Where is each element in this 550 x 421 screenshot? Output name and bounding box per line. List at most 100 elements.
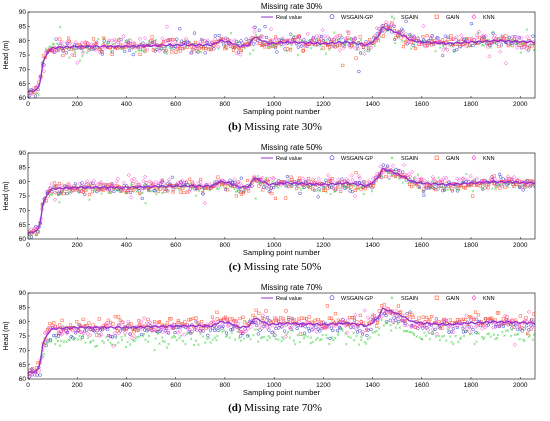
point-knn (415, 36, 421, 41)
legend-label: GAIN (446, 296, 459, 302)
series-real-value-line (28, 307, 535, 374)
point-knn (343, 36, 348, 41)
point-gain (151, 48, 155, 52)
point-knn (375, 171, 380, 176)
point-knn (147, 179, 153, 184)
point-gain (526, 331, 530, 335)
point-gain (271, 319, 275, 323)
point-sgain: × (213, 336, 216, 342)
point-sgain: × (149, 189, 152, 195)
point-gain (204, 186, 208, 190)
point-knn (430, 174, 436, 180)
point-knn (215, 44, 221, 49)
x-tick-label: 1800 (464, 382, 479, 389)
point-sgain: × (116, 188, 119, 194)
point-knn (527, 184, 532, 189)
point-sgain: × (531, 338, 534, 344)
point-gain (518, 314, 522, 318)
point-sgain: × (195, 338, 198, 344)
legend-item-real-value: Real value (261, 15, 302, 21)
point-gain (394, 36, 398, 40)
point-gain (242, 320, 247, 324)
point-sgain: × (245, 320, 248, 326)
point-wsgain-gp (306, 326, 311, 331)
point-sgain: × (514, 181, 517, 187)
point-knn (157, 48, 162, 53)
point-gain (153, 320, 157, 324)
point-sgain: × (307, 39, 310, 45)
point-sgain: × (465, 36, 468, 42)
point-gain (181, 186, 185, 190)
point-sgain: × (74, 183, 77, 189)
point-knn (36, 225, 41, 231)
point-sgain: × (234, 337, 237, 343)
point-sgain: × (463, 334, 466, 340)
point-gain (196, 321, 200, 325)
point-knn (180, 178, 185, 183)
point-knn (351, 37, 356, 42)
point-knn (503, 313, 508, 318)
point-gain (264, 309, 268, 313)
point-knn (464, 44, 469, 49)
point-gain (168, 38, 172, 42)
point-sgain: × (228, 336, 231, 342)
point-knn (404, 322, 410, 328)
point-sgain: × (93, 186, 96, 192)
point-knn (56, 185, 62, 190)
point-knn (32, 85, 37, 91)
point-wsgain-gp (198, 329, 202, 333)
x-tick-label: 400 (121, 242, 132, 249)
point-sgain: × (230, 31, 233, 37)
point-wsgain-gp (262, 324, 266, 328)
legend-label: WSGAIN-GP (341, 15, 373, 21)
point-gain (187, 318, 191, 322)
point-knn (317, 319, 323, 324)
point-sgain: × (275, 44, 278, 50)
point-knn (356, 174, 362, 179)
point-sgain: × (59, 25, 62, 31)
point-knn (354, 327, 359, 332)
point-knn (176, 44, 181, 50)
point-wsgain-gp (411, 43, 415, 47)
point-knn (416, 177, 422, 182)
point-sgain: × (77, 337, 80, 343)
point-sgain: × (290, 184, 293, 190)
point-sgain: × (207, 336, 210, 342)
point-wsgain-gp (206, 333, 210, 337)
point-sgain: × (378, 327, 381, 333)
point-sgain: × (337, 331, 340, 337)
point-sgain: × (342, 183, 345, 189)
point-knn (141, 179, 146, 184)
point-sgain: × (394, 175, 397, 181)
point-sgain: × (490, 180, 493, 186)
point-knn (160, 177, 165, 183)
point-sgain: × (345, 41, 348, 47)
point-knn (316, 176, 321, 181)
point-sgain: × (43, 352, 46, 358)
point-sgain: × (107, 191, 110, 197)
point-knn (374, 26, 380, 31)
point-wsgain-gp (146, 328, 150, 332)
point-wsgain-gp (263, 24, 267, 29)
point-sgain: × (247, 334, 250, 340)
point-knn (362, 51, 367, 57)
x-tick-label: 200 (72, 382, 83, 389)
point-sgain: × (430, 186, 433, 192)
point-sgain: × (355, 187, 358, 193)
point-gain (449, 34, 453, 38)
point-gain (97, 317, 101, 321)
point-sgain: × (415, 38, 418, 44)
point-gain (67, 39, 71, 44)
point-gain (424, 315, 429, 319)
point-sgain: × (188, 331, 191, 337)
point-wsgain-gp (392, 316, 396, 320)
point-sgain: × (92, 338, 95, 344)
point-sgain: × (216, 187, 219, 193)
point-gain (62, 192, 66, 196)
point-gain (498, 186, 502, 190)
point-sgain: × (478, 181, 481, 187)
point-gain (339, 189, 343, 193)
point-gain (200, 320, 204, 324)
point-sgain: × (183, 184, 186, 190)
point-sgain: × (332, 185, 335, 191)
